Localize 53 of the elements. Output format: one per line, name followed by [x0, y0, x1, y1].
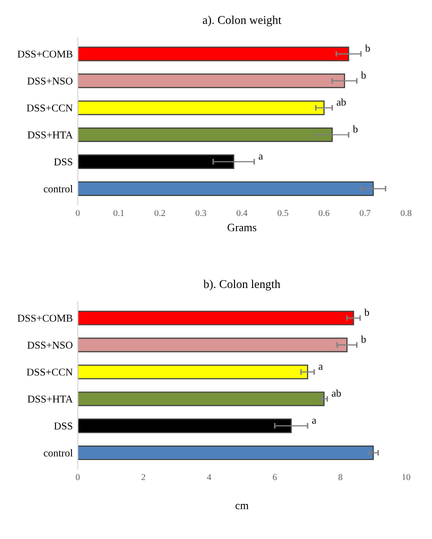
chart-title: b). Colon length: [203, 280, 280, 290]
x-axis-title: Grams: [228, 224, 256, 232]
y-tick-label: DSS: [54, 158, 72, 166]
y-tick-label: DSS+NSO: [27, 342, 72, 349]
bar: [78, 100, 325, 116]
y-tick-label: DSS+CCN: [26, 104, 73, 112]
annotation: b: [365, 44, 370, 52]
x-tick-label: 0.4: [236, 210, 248, 216]
x-tick-label: 10: [402, 474, 410, 480]
x-tick-label: 6: [272, 474, 277, 480]
annotation: a: [312, 418, 316, 424]
annotation: b: [361, 71, 366, 79]
bar: [78, 74, 346, 88]
x-tick-label: 8: [338, 474, 342, 480]
annotation: ab: [332, 389, 341, 397]
y-tick-label: DSS+HTA: [28, 396, 73, 403]
annotation: a: [318, 364, 323, 370]
bar: [78, 445, 374, 460]
annotation: a: [258, 154, 263, 160]
annotation: b: [364, 308, 370, 316]
x-tick-label: 0: [76, 474, 80, 480]
y-tick-label: DSS+COMB: [18, 50, 72, 58]
bar: [78, 181, 374, 196]
x-axis-title: cm: [236, 504, 249, 510]
y-tick-label: DSS+NSO: [27, 78, 72, 85]
x-tick-label: 0.8: [400, 210, 412, 216]
bar: [78, 127, 333, 142]
x-tick-label: 0.1: [114, 210, 124, 216]
x-tick-label: 0.7: [360, 210, 370, 216]
y-tick-label: DSS+HTA: [28, 131, 73, 138]
x-tick-label: 4: [207, 474, 212, 480]
bar: [78, 154, 234, 169]
y-tick-label: DSS+CCN: [26, 368, 73, 376]
x-tick-label: 2: [142, 474, 146, 480]
y-tick-label: DSS+COMB: [18, 314, 72, 322]
y-tick-label: control: [44, 185, 73, 192]
x-tick-label: 0.6: [318, 210, 330, 216]
x-tick-label: 0.2: [154, 210, 165, 216]
bar: [78, 46, 350, 62]
annotation: b: [352, 125, 358, 133]
bar: [78, 310, 354, 326]
annotation: ab: [336, 98, 346, 106]
bar: [78, 338, 348, 352]
x-tick-label: 0.5: [278, 210, 288, 216]
x-tick-label: 0.3: [196, 210, 206, 216]
annotation: b: [361, 336, 366, 343]
x-tick-label: 0: [76, 210, 80, 216]
y-tick-label: DSS: [54, 422, 72, 430]
chart-title: a). Colon weight: [202, 16, 282, 26]
bar: [78, 418, 292, 434]
y-tick-label: control: [44, 449, 73, 456]
bar: [78, 364, 308, 380]
bar: [78, 392, 325, 406]
